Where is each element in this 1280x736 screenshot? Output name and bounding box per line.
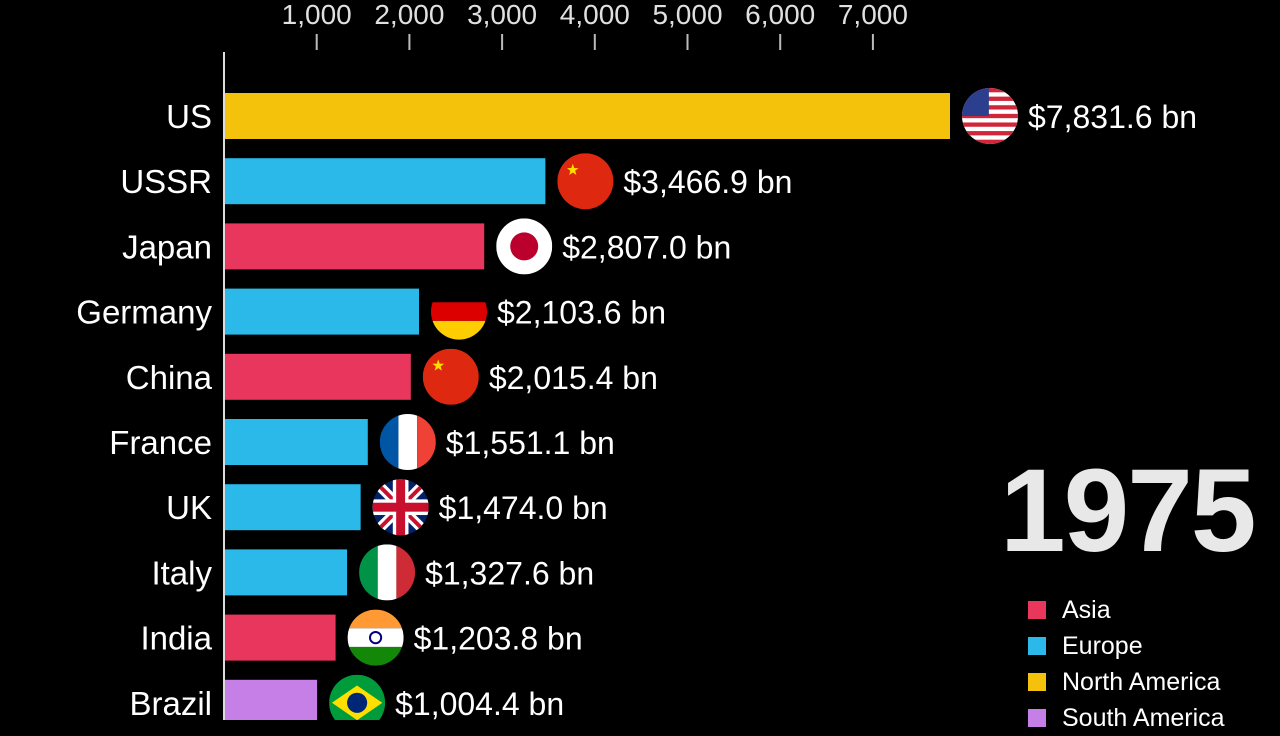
- legend-item-north-america: North America: [1028, 664, 1225, 700]
- germany-flag-icon: [431, 283, 488, 340]
- bar-us: [225, 93, 950, 139]
- legend-label-south-america: South America: [1062, 703, 1225, 732]
- france-flag-icon: [379, 414, 436, 470]
- legend-swatch-north-america: [1028, 673, 1046, 691]
- japan-flag-icon: [496, 218, 553, 275]
- brazil-flag-icon: [329, 674, 386, 731]
- legend-label-asia: Asia: [1062, 595, 1111, 624]
- country-label-india: India: [140, 620, 212, 657]
- bar-ussr: [225, 158, 546, 205]
- x-tick-label: 5,000: [652, 0, 722, 30]
- bar-row-india: India $1,203.8 bn: [140, 609, 583, 666]
- bar-row-uk: UK $1,474.0 bn: [166, 479, 608, 536]
- legend-swatch-asia: [1028, 601, 1046, 619]
- bar-row-germany: Germany $2,103.6 bn: [76, 283, 666, 340]
- bar-brazil: [225, 679, 318, 726]
- legend-swatch-south-america: [1028, 709, 1046, 727]
- bar-india: [225, 614, 336, 661]
- year-label: 1975: [1000, 445, 1257, 577]
- x-axis-ticks: 1,000 2,000 3,000 4,000 5,000 6,000 7,000: [282, 0, 908, 50]
- country-label-italy: Italy: [151, 554, 212, 591]
- country-label-germany: Germany: [76, 294, 212, 331]
- bar-chart: 1,000 2,000 3,000 4,000 5,000 6,000 7,000 US $7…: [76, 0, 1197, 731]
- country-label-uk: UK: [166, 489, 212, 526]
- x-tick-label: 3,000: [467, 0, 537, 30]
- us-flag-icon: [962, 88, 1018, 144]
- value-label-brazil: $1,004.4 bn: [395, 686, 564, 720]
- country-label-ussr: USSR: [120, 163, 212, 200]
- value-label-ussr: $3,466.9 bn: [623, 164, 792, 200]
- bar-uk: [225, 484, 361, 531]
- value-label-japan: $2,807.0 bn: [562, 229, 731, 265]
- x-tick-label: 2,000: [374, 0, 444, 30]
- bar-row-italy: Italy $1,327.6 bn: [151, 544, 594, 601]
- country-label-brazil: Brazil: [129, 685, 212, 720]
- legend: Asia Europe North America South America: [1028, 592, 1225, 736]
- value-label-uk: $1,474.0 bn: [439, 490, 608, 526]
- value-label-italy: $1,327.6 bn: [425, 555, 594, 591]
- legend-item-south-america: South America: [1028, 700, 1225, 736]
- bar-china: [225, 353, 411, 400]
- country-label-japan: Japan: [122, 228, 212, 265]
- bar-row-brazil: Brazil $1,004.4 bn: [129, 674, 564, 731]
- ussr-flag-icon: [557, 153, 614, 210]
- italy-flag-icon: [359, 544, 416, 601]
- bar-japan: [225, 223, 485, 270]
- bars: US $7,831.6 bn USSR $3,466.9 bn Japan $2,807.…: [76, 88, 1197, 731]
- bar-row-us: US $7,831.6 bn: [166, 88, 1197, 144]
- value-label-us: $7,831.6 bn: [1028, 99, 1197, 135]
- value-label-china: $2,015.4 bn: [489, 360, 658, 396]
- bar-row-china: China $2,015.4 bn: [126, 348, 658, 405]
- legend-label-europe: Europe: [1062, 631, 1143, 660]
- legend-swatch-europe: [1028, 637, 1046, 655]
- china-flag-icon: [422, 348, 479, 405]
- x-tick-label: 4,000: [560, 0, 630, 30]
- country-label-china: China: [126, 359, 213, 396]
- country-label-france: France: [109, 424, 212, 461]
- x-tick-label: 1,000: [282, 0, 352, 30]
- legend-item-europe: Europe: [1028, 628, 1225, 664]
- bar-france: [225, 419, 368, 465]
- x-tick-label: 7,000: [838, 0, 908, 30]
- bar-italy: [225, 549, 348, 596]
- uk-flag-icon: [372, 479, 429, 536]
- value-label-france: $1,551.1 bn: [446, 425, 615, 461]
- bar-chart-race: 1,000 2,000 3,000 4,000 5,000 6,000 7,000 US $7…: [76, 0, 1257, 732]
- bar-row-france: France $1,551.1 bn: [109, 414, 615, 470]
- bar-row-japan: Japan $2,807.0 bn: [122, 218, 731, 275]
- legend-label-north-america: North America: [1062, 667, 1221, 696]
- country-label-us: US: [166, 98, 212, 135]
- india-flag-icon: [347, 609, 404, 666]
- value-label-india: $1,203.8 bn: [414, 621, 583, 657]
- value-label-germany: $2,103.6 bn: [497, 295, 666, 331]
- x-tick-label: 6,000: [745, 0, 815, 30]
- legend-item-asia: Asia: [1028, 592, 1225, 628]
- bar-row-ussr: USSR $3,466.9 bn: [120, 153, 792, 210]
- bar-germany: [225, 288, 420, 335]
